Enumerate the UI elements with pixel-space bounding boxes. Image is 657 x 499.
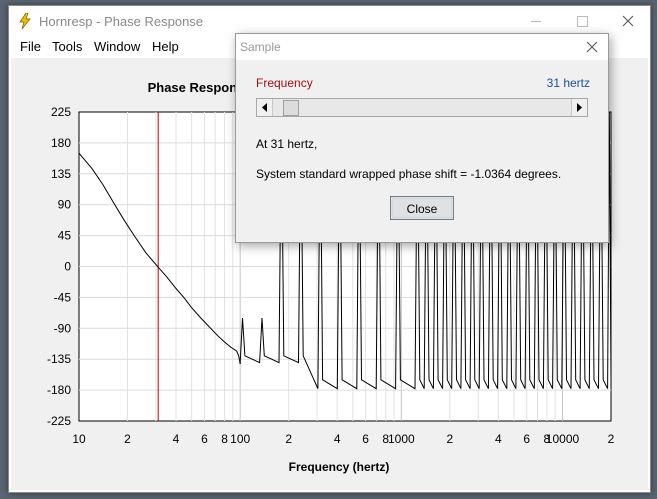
- y-tick-label: 135: [51, 167, 71, 181]
- y-tick-label: -180: [47, 383, 71, 397]
- x-tick-label: 2: [608, 432, 615, 446]
- x-tick-label: 1000: [388, 432, 415, 446]
- y-tick-label: 0: [64, 260, 71, 274]
- x-tick-label: 100: [230, 432, 250, 446]
- x-tick-label: 2: [285, 432, 292, 446]
- slider-right-button[interactable]: [571, 99, 587, 116]
- minimize-icon: [531, 21, 541, 22]
- y-tick-label: -225: [47, 414, 71, 428]
- x-tick-label: 2: [446, 432, 453, 446]
- arrow-left-icon: [262, 103, 267, 112]
- dialog-title-bar[interactable]: Sample: [236, 34, 608, 60]
- y-tick-label: -45: [54, 290, 72, 304]
- x-tick-label: 6: [201, 432, 208, 446]
- x-tick-label: 8: [382, 432, 389, 446]
- x-tick-label: 10000: [546, 432, 580, 446]
- menu-tools[interactable]: Tools: [52, 39, 83, 54]
- maximize-button[interactable]: [559, 6, 605, 36]
- x-tick-label: 8: [544, 432, 551, 446]
- x-tick-label: 8: [221, 432, 228, 446]
- dialog-title: Sample: [240, 40, 281, 54]
- frequency-readout: At 31 hertz,: [256, 137, 318, 151]
- y-tick-label: 180: [51, 136, 71, 150]
- close-icon: [586, 41, 598, 53]
- close-button[interactable]: Close: [390, 196, 454, 220]
- title-bar[interactable]: Hornresp - Phase Response: [9, 6, 650, 36]
- x-tick-label: 4: [334, 432, 341, 446]
- x-tick-label: 6: [523, 432, 530, 446]
- lightning-icon: [19, 13, 31, 29]
- chart-title: Phase Respons: [148, 80, 245, 95]
- maximize-icon: [577, 16, 588, 27]
- arrow-right-icon: [577, 103, 582, 112]
- menu-help[interactable]: Help: [152, 39, 179, 54]
- minimize-button[interactable]: [513, 6, 559, 36]
- x-axis-label: Frequency (hertz): [289, 460, 390, 474]
- close-window-button[interactable]: [605, 6, 651, 36]
- phase-curve-low: [78, 152, 241, 365]
- x-tick-label: 4: [495, 432, 502, 446]
- menu-window[interactable]: Window: [94, 39, 141, 54]
- slider-thumb[interactable]: [283, 100, 300, 116]
- y-tick-label: 90: [58, 198, 72, 212]
- x-tick-label: 10: [72, 432, 86, 446]
- menu-file[interactable]: File: [20, 39, 41, 54]
- x-tick-label: 6: [362, 432, 369, 446]
- y-tick-label: 45: [58, 229, 72, 243]
- x-tick-label: 4: [173, 432, 180, 446]
- window-title: Hornresp - Phase Response: [39, 14, 204, 29]
- close-icon: [622, 15, 634, 27]
- frequency-slider[interactable]: [256, 98, 588, 117]
- y-tick-label: -135: [47, 352, 71, 366]
- slider-left-button[interactable]: [257, 99, 273, 116]
- y-tick-label: -90: [54, 321, 72, 335]
- dialog-close-button[interactable]: [582, 37, 602, 57]
- y-tick-label: 225: [51, 105, 71, 119]
- phase-readout: System standard wrapped phase shift = -1…: [256, 167, 562, 181]
- frequency-value: 31 hertz: [546, 76, 590, 90]
- x-tick-label: 2: [124, 432, 131, 446]
- sample-dialog: Sample Frequency 31 hertz At 31 hertz, S…: [235, 33, 609, 243]
- phase-curve-high: [239, 111, 612, 390]
- frequency-label: Frequency: [256, 76, 313, 90]
